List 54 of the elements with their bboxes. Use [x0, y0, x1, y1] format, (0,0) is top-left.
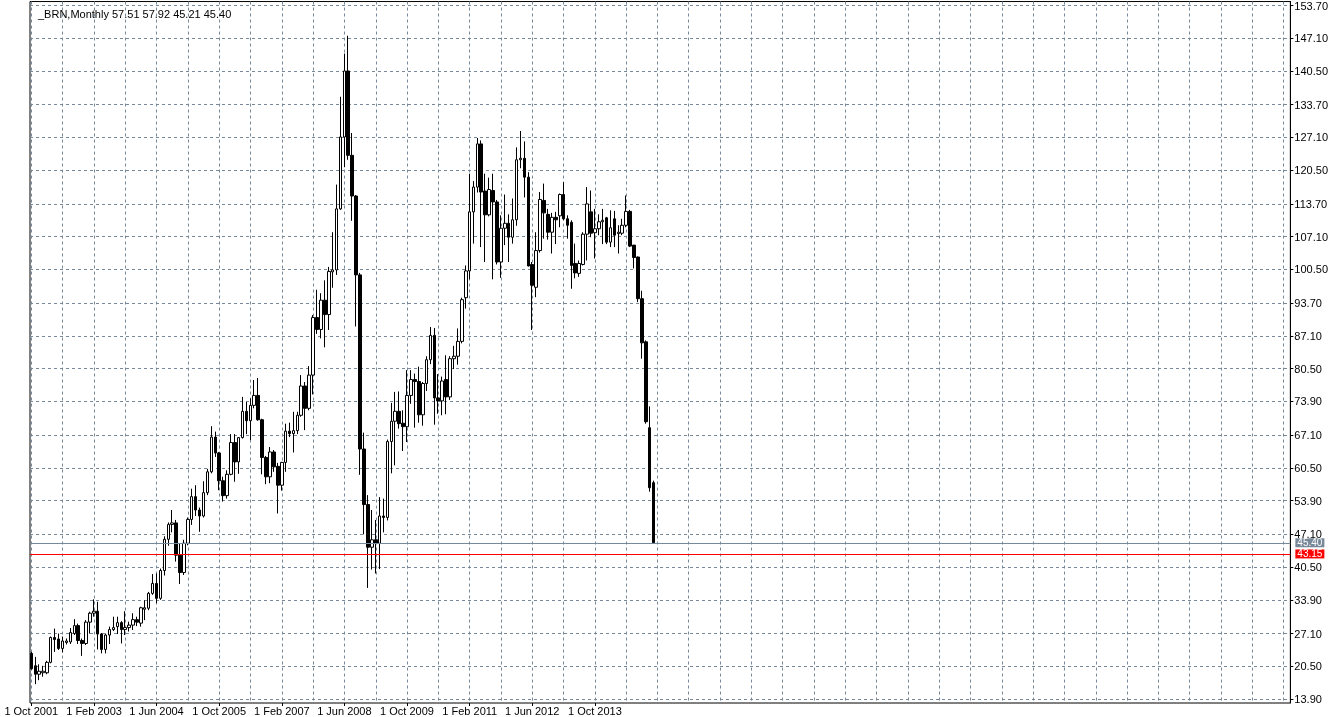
ref-line-label: 45.40 — [1297, 537, 1323, 549]
x-tick-label: 1 Feb 2003 — [66, 704, 122, 717]
candlestick — [61, 636, 64, 653]
candlestick — [570, 219, 573, 290]
y-tick-label: 140.50 — [1294, 64, 1329, 77]
candlestick — [155, 573, 158, 604]
y-tick-label: 93.70 — [1294, 297, 1322, 310]
candlestick — [433, 327, 436, 426]
candlestick — [491, 173, 495, 280]
candlestick — [131, 612, 135, 631]
y-tick-label: 127.10 — [1294, 131, 1329, 144]
x-tick-label: 1 Feb 2011 — [442, 704, 498, 717]
candlestick — [585, 186, 589, 261]
x-tick-label: 1 Jun 2004 — [129, 704, 184, 717]
candlestick — [550, 212, 554, 255]
y-tick-label: 80.50 — [1294, 362, 1322, 375]
candlestick — [601, 208, 604, 245]
y-tick-label: 153.70 — [1294, 0, 1329, 12]
y-tick-label: 147.10 — [1294, 32, 1329, 45]
x-tick-label: 1 Feb 2007 — [254, 704, 310, 717]
y-tick-label: 40.50 — [1294, 561, 1322, 574]
y-tick-label: 60.50 — [1294, 461, 1322, 474]
candlestick — [609, 209, 612, 248]
x-tick-label: 1 Oct 2013 — [567, 704, 622, 717]
x-tick-label: 1 Jun 2012 — [505, 704, 560, 717]
y-tick-label: 27.10 — [1294, 627, 1322, 640]
candlestick — [378, 496, 381, 570]
y-tick-label: 133.70 — [1294, 98, 1329, 111]
x-tick-label: 1 Oct 2005 — [192, 704, 247, 717]
y-tick-label: 113.70 — [1294, 197, 1328, 210]
x-tick-label: 1 Oct 2001 — [4, 704, 59, 717]
y-tick-label: 87.10 — [1294, 329, 1322, 342]
y-tick-label: 120.50 — [1294, 164, 1329, 177]
y-tick-label: 20.50 — [1294, 660, 1322, 673]
candlestick — [268, 446, 272, 484]
ref-line-label: 43.15 — [1297, 548, 1323, 560]
y-tick-label: 33.90 — [1294, 593, 1322, 606]
y-tick-label: 107.10 — [1294, 230, 1329, 243]
x-tick-label: 1 Oct 2009 — [380, 704, 434, 717]
x-tick-label: 1 Jun 2008 — [317, 704, 372, 717]
candlestick — [41, 665, 45, 678]
candlestick — [417, 366, 421, 424]
y-tick-label: 73.90 — [1294, 395, 1322, 408]
y-tick-label: 53.90 — [1294, 494, 1322, 507]
candlestick — [233, 433, 237, 483]
candlestick — [292, 411, 295, 453]
y-tick-label: 100.50 — [1294, 263, 1329, 276]
candlestick — [34, 656, 37, 685]
candlestick — [444, 354, 448, 415]
y-tick-label: 67.10 — [1294, 429, 1322, 442]
y-tick-label: 13.90 — [1294, 693, 1322, 706]
candlestick — [96, 601, 99, 650]
text: _BRN,Monthly 57.51 57.92 45.21 45.40 — [37, 7, 232, 20]
candlestick — [57, 633, 60, 651]
